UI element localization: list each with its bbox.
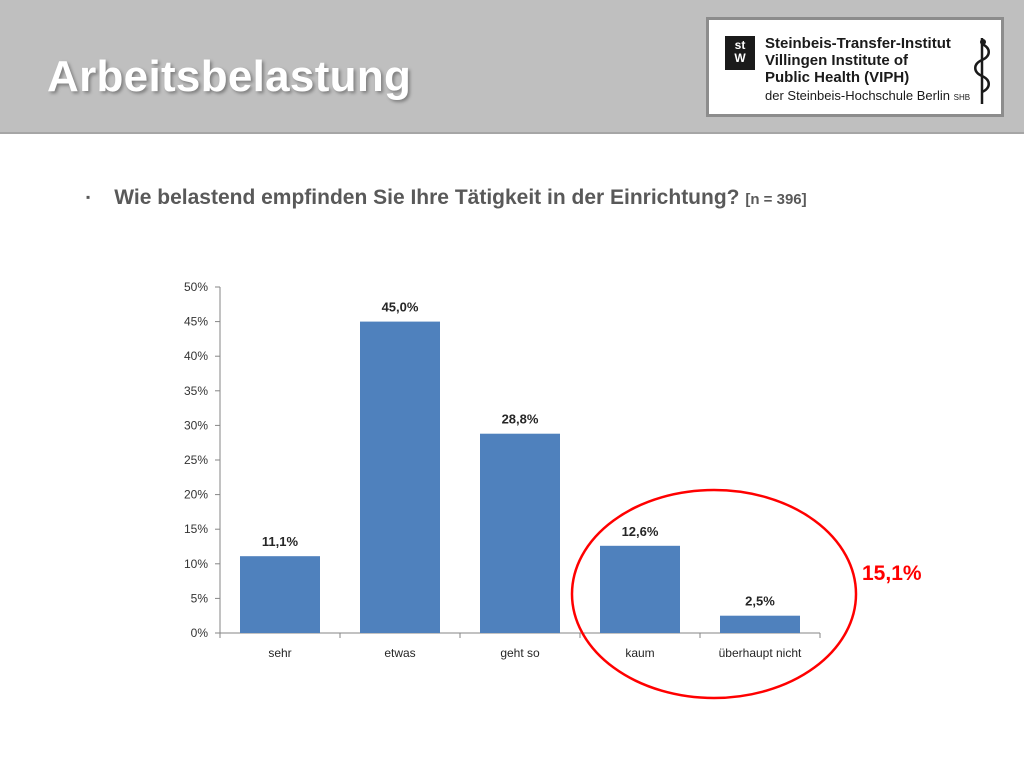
- chart-bars: [240, 321, 800, 633]
- y-tick-label: 0%: [191, 626, 209, 640]
- bar: [720, 615, 800, 633]
- x-category-label: etwas: [384, 646, 415, 660]
- question-text: Wie belastend empfinden Sie Ihre Tätigke…: [114, 186, 740, 209]
- chart-tick-labels: 0% 5% 10% 15% 20% 25% 30% 35% 40% 45% 50% sehr etwas…: [184, 280, 802, 660]
- y-tick-label: 30%: [184, 418, 208, 432]
- bar-data-label: 45,0%: [382, 300, 419, 315]
- bar: [600, 545, 680, 633]
- stw-logo-mark: st W: [725, 36, 755, 70]
- y-tick-label: 20%: [184, 488, 208, 502]
- y-tick-label: 10%: [184, 557, 208, 571]
- bar: [360, 321, 440, 633]
- stw-logo-mark-bottom: W: [734, 51, 746, 65]
- institute-logo: st W Steinbeis-Transfer-Institut Villing…: [706, 17, 1004, 117]
- y-tick-label: 35%: [184, 384, 208, 398]
- logo-line-4: der Steinbeis-Hochschule Berlin SHB: [765, 87, 970, 106]
- survey-question: ▪ Wie belastend empfinden Sie Ihre Tätigk…: [86, 186, 807, 210]
- y-tick-label: 50%: [184, 280, 208, 294]
- x-category-label: geht so: [500, 646, 540, 660]
- stw-logo-mark-top: st: [734, 38, 746, 52]
- sample-size: [n = 396]: [745, 191, 807, 208]
- x-category-label: überhaupt nicht: [719, 646, 802, 660]
- logo-line-3: Public Health (VIPH): [765, 69, 910, 86]
- bar-data-label: 11,1%: [262, 534, 299, 549]
- bar-data-label: 28,8%: [502, 412, 539, 427]
- slide-title: Arbeitsbelastung: [47, 52, 412, 101]
- bullet-marker: ▪: [86, 190, 91, 204]
- logo-line-1: Steinbeis-Transfer-Institut: [765, 35, 951, 52]
- bar: [480, 433, 560, 633]
- aesculapian-staff-icon: [974, 38, 990, 104]
- highlight-total-label: 15,1%: [862, 562, 922, 585]
- highlight-circle: [570, 488, 858, 700]
- logo-line-2: Villingen Institute of: [765, 52, 909, 69]
- y-tick-label: 25%: [184, 453, 208, 467]
- logo-line-4-suffix: SHB: [953, 93, 971, 102]
- y-tick-label: 45%: [184, 315, 208, 329]
- logo-line-4-text: der Steinbeis-Hochschule Berlin: [765, 88, 950, 103]
- bar-data-label: 12,6%: [622, 524, 659, 539]
- y-tick-label: 15%: [184, 522, 208, 536]
- y-tick-label: 40%: [184, 349, 208, 363]
- y-tick-label: 5%: [191, 591, 209, 605]
- chart-data-labels: 11,1% 45,0% 28,8% 12,6% 2,5%: [262, 300, 775, 609]
- bar-data-label: 2,5%: [745, 594, 775, 609]
- x-category-label: kaum: [625, 646, 654, 660]
- x-category-label: sehr: [268, 646, 291, 660]
- bar: [240, 556, 320, 633]
